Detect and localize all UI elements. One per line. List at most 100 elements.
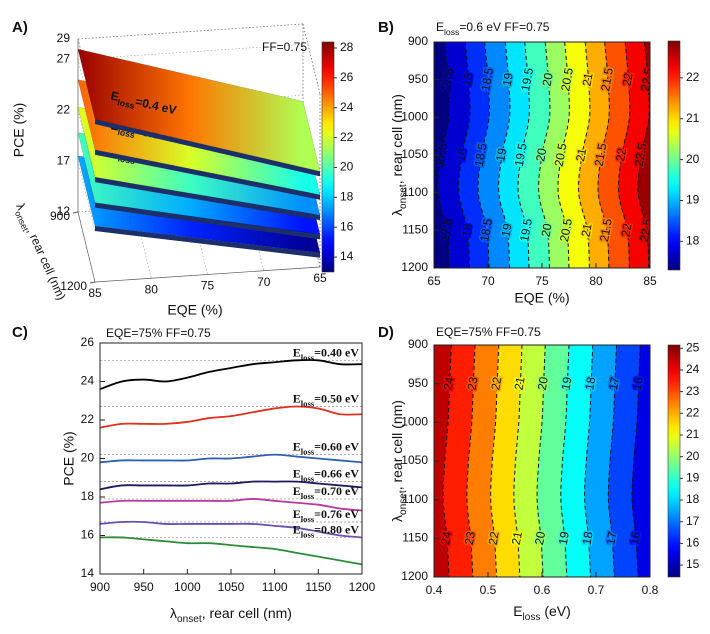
slab-edge (95, 226, 320, 258)
contour-label: 18.5 (472, 142, 490, 168)
text-part: E (513, 603, 522, 619)
colorbar-tick-label: 16 (686, 536, 700, 550)
contour-label: 21.5 (598, 66, 616, 92)
contour-label: 24 (438, 530, 454, 546)
text-part: onset (177, 614, 202, 625)
x-tick-label: 1050 (218, 580, 245, 594)
colorbar-tick-label: 20 (340, 160, 354, 174)
contour-line (631, 345, 641, 577)
contour-label: 21 (573, 147, 589, 163)
contour-label: 19.5 (512, 142, 530, 168)
x-tick-label: 65 (427, 274, 441, 288)
x-tick-label: 1150 (305, 580, 331, 594)
colorbar-tick-label: 17 (686, 514, 700, 528)
contour-label: 22 (613, 147, 629, 163)
contour-line (637, 42, 650, 268)
contour-label: 19 (556, 530, 572, 546)
contour-label: 20 (535, 375, 551, 391)
series-line (99, 536, 363, 566)
text-part: λ (13, 201, 28, 212)
x-tick-label: 70 (481, 274, 495, 288)
x-tick-label: 0.8 (642, 583, 659, 597)
contour-line (442, 345, 452, 577)
y-tick (72, 211, 79, 214)
series-label: Eloss=0.80 eV (293, 522, 360, 539)
contour-band (637, 42, 650, 268)
contour-label: 22.5 (637, 217, 655, 243)
colorbar-tick-label: 24 (340, 100, 354, 114)
chart-title: EQE=75% FF=0.75 (106, 326, 211, 340)
y-axis-label: λonset, rear cell (nm) (389, 94, 409, 216)
text-part: loss (301, 491, 315, 501)
text-part: E (293, 522, 301, 536)
contour-plot: 17.517.517.518181818.518.518.519191919.5… (434, 42, 655, 268)
contour-label: 17 (606, 375, 622, 391)
series-line (99, 359, 363, 391)
x-tick-label: 70 (257, 275, 271, 289)
colorbar-tick-label: 18 (686, 492, 700, 506)
series-label: Eloss=0.60 eV (293, 439, 360, 456)
grid-line (77, 23, 304, 40)
contour-line (513, 345, 523, 577)
y-tick-label: 1000 (401, 415, 428, 429)
x-tick-label: 0.7 (588, 583, 605, 597)
y-tick-label: 26 (81, 335, 95, 349)
y-tick-label: 1200 (401, 260, 428, 274)
contour-label: 22.5 (632, 142, 650, 168)
contour-label: 19 (493, 147, 509, 163)
contour-line (557, 42, 570, 268)
y-tick-label: 24 (81, 374, 95, 388)
contour-label: 16 (627, 530, 643, 546)
colorbar-tick-label: 21 (686, 427, 700, 441)
contour-line (498, 42, 511, 268)
z-tick-label: 29 (57, 31, 71, 45)
colorbar (667, 40, 681, 271)
text-part: E (293, 507, 301, 521)
y-tick-label: 20 (81, 451, 95, 465)
text-part: E (436, 20, 444, 34)
contour-label: 21.5 (597, 217, 615, 243)
text-part: =0.6 eV FF=0.75 (459, 20, 549, 34)
panel-label: C) (12, 324, 28, 341)
y-tick-label: 1000 (401, 110, 428, 124)
y-tick-label: 1050 (401, 147, 428, 161)
contour-label: 21 (580, 71, 596, 87)
y-tick-label: 950 (408, 376, 428, 390)
contour-line (437, 42, 451, 268)
text-part: loss (116, 98, 135, 112)
box-edge (94, 266, 321, 283)
contour-label: 18.5 (477, 217, 495, 243)
contour-label: 17.5 (437, 217, 455, 243)
y-tick-label: 18 (81, 489, 95, 503)
text-part: loss (301, 514, 315, 524)
contour-line (538, 42, 551, 268)
z-axis-label: PCE (%) (11, 103, 27, 157)
x-tick-label: 75 (535, 274, 549, 288)
colorbar-tick-label: 22 (686, 70, 700, 84)
panel-label: A) (12, 19, 28, 36)
x-tick-label: 85 (643, 274, 657, 288)
text-part: λ (170, 605, 177, 621)
series-label: Eloss=0.66 eV (293, 466, 360, 483)
contour-label: 21 (512, 375, 528, 391)
colorbar (321, 41, 335, 273)
colorbar-tick-label: 25 (686, 340, 700, 354)
contour-label: 18 (580, 530, 596, 546)
x-tick-label: 1100 (262, 580, 288, 594)
text-part: onset (398, 184, 409, 209)
y-tick-label: 1100 (402, 185, 428, 199)
chart-title: EQE=75% FF=0.75 (436, 325, 541, 339)
contour-label: 20 (540, 71, 556, 87)
x-tick-label: 0.5 (480, 583, 497, 597)
text-part: =0.50 eV (314, 391, 359, 405)
z-tick-label: 17 (57, 153, 71, 167)
grid-line (134, 208, 152, 279)
contour-label: 20.5 (552, 142, 570, 168)
contour-line (560, 345, 570, 577)
y-tick (89, 281, 96, 284)
text-part: E (293, 466, 301, 480)
contour-label: 23 (465, 375, 481, 391)
text-part: onset (398, 490, 409, 515)
colorbar-tick-label: 24 (686, 362, 700, 376)
colorbar-tick-label: 22 (686, 405, 700, 419)
